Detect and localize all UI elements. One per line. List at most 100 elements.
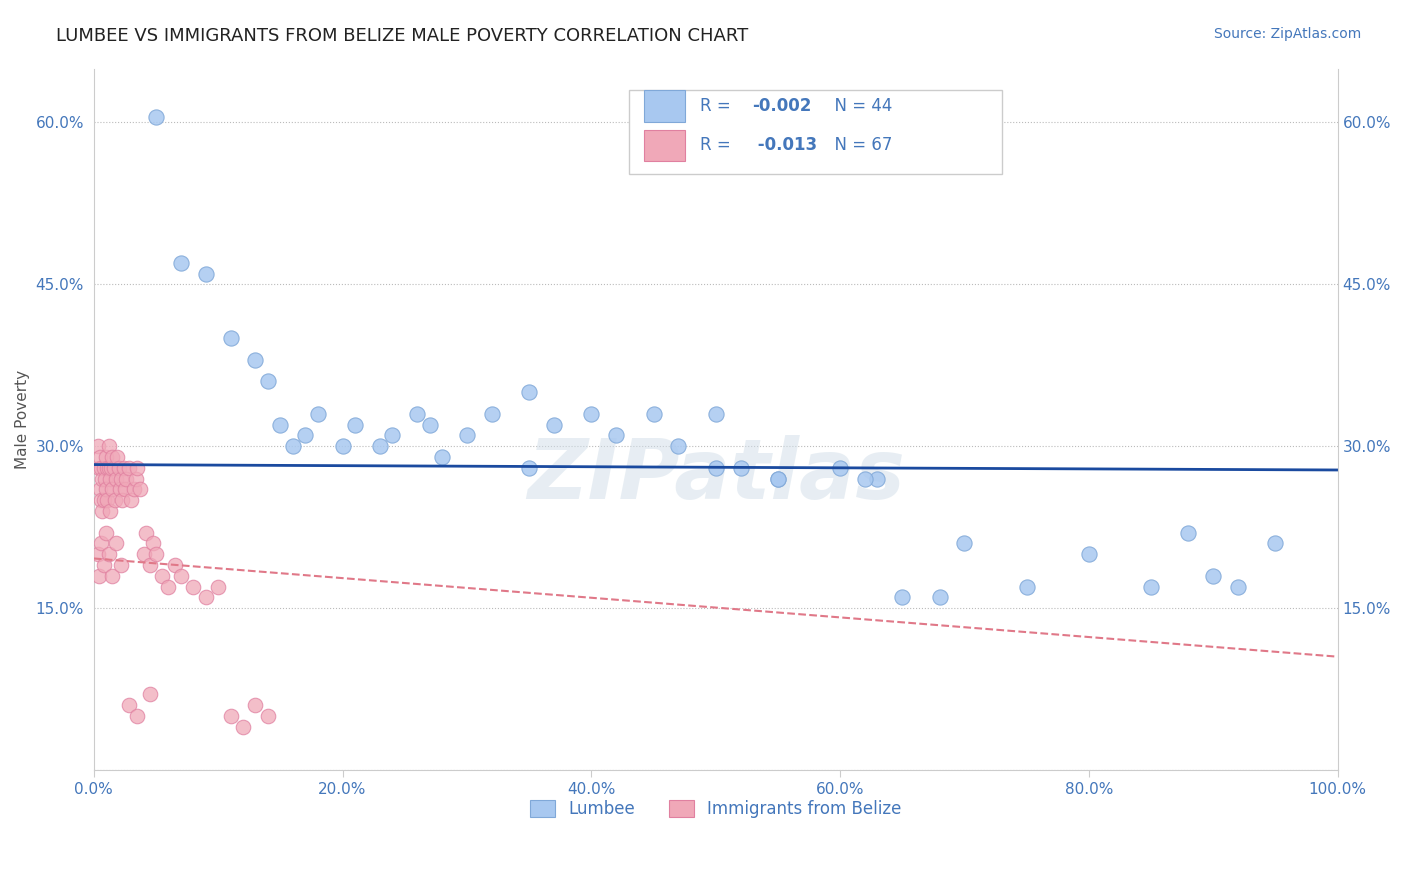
Point xyxy=(101,483,124,497)
Point xyxy=(257,375,280,389)
Point xyxy=(481,407,503,421)
Point xyxy=(1264,536,1286,550)
Point xyxy=(1140,580,1163,594)
Text: Source: ZipAtlas.com: Source: ZipAtlas.com xyxy=(1213,27,1361,41)
Point xyxy=(928,591,950,605)
Point xyxy=(139,558,162,572)
Point xyxy=(766,472,789,486)
Point xyxy=(853,472,876,486)
Point xyxy=(1227,580,1250,594)
Point xyxy=(128,483,150,497)
Point xyxy=(90,493,112,508)
Point xyxy=(150,568,173,582)
Text: N = 67: N = 67 xyxy=(824,136,893,154)
Point xyxy=(581,407,603,421)
Point xyxy=(127,709,149,723)
Point xyxy=(91,504,114,518)
Point xyxy=(105,472,128,486)
Point xyxy=(97,439,120,453)
Point xyxy=(704,460,727,475)
Point xyxy=(145,110,167,124)
Point xyxy=(332,439,354,453)
Point xyxy=(1177,525,1199,540)
Point xyxy=(96,483,118,497)
Point xyxy=(110,472,132,486)
Text: -0.002: -0.002 xyxy=(752,96,811,115)
Point xyxy=(112,460,135,475)
Point xyxy=(117,460,139,475)
Point xyxy=(219,709,242,723)
Point xyxy=(108,483,131,497)
Point xyxy=(97,460,120,475)
Point xyxy=(866,472,889,486)
Point xyxy=(953,536,976,550)
Point xyxy=(101,450,124,464)
Point xyxy=(307,407,329,421)
Point xyxy=(419,417,441,432)
Point xyxy=(97,547,120,561)
Point xyxy=(87,568,110,582)
Point xyxy=(170,568,193,582)
Point xyxy=(194,267,217,281)
Point xyxy=(406,407,429,421)
Point xyxy=(1202,568,1225,582)
Point xyxy=(94,472,117,486)
Point xyxy=(93,558,115,572)
Point xyxy=(132,547,155,561)
Text: R =: R = xyxy=(700,136,735,154)
Point xyxy=(107,450,129,464)
Point xyxy=(517,385,540,400)
Text: N = 44: N = 44 xyxy=(824,96,893,115)
Point xyxy=(111,493,134,508)
Point xyxy=(163,558,186,572)
FancyBboxPatch shape xyxy=(644,90,685,121)
Point xyxy=(145,547,167,561)
Point xyxy=(1015,580,1038,594)
Point xyxy=(93,493,115,508)
Point xyxy=(101,568,124,582)
Point xyxy=(127,460,149,475)
Point xyxy=(135,525,157,540)
Point xyxy=(269,417,291,432)
Point xyxy=(704,407,727,421)
Point xyxy=(245,352,267,367)
Point xyxy=(91,472,114,486)
Point xyxy=(232,720,254,734)
Point xyxy=(93,460,115,475)
Point xyxy=(87,460,110,475)
Legend: Lumbee, Immigrants from Belize: Lumbee, Immigrants from Belize xyxy=(523,793,908,825)
Point xyxy=(115,472,138,486)
Point xyxy=(257,709,280,723)
Point xyxy=(90,460,112,475)
Point xyxy=(142,536,165,550)
Point xyxy=(1077,547,1099,561)
Point xyxy=(100,460,122,475)
Point xyxy=(139,688,162,702)
Point xyxy=(86,547,108,561)
Point xyxy=(107,460,129,475)
Text: LUMBEE VS IMMIGRANTS FROM BELIZE MALE POVERTY CORRELATION CHART: LUMBEE VS IMMIGRANTS FROM BELIZE MALE PO… xyxy=(56,27,748,45)
Text: -0.013: -0.013 xyxy=(752,136,817,154)
Point xyxy=(103,460,125,475)
Point xyxy=(343,417,366,432)
Point xyxy=(543,417,565,432)
FancyBboxPatch shape xyxy=(628,89,1002,174)
Point xyxy=(207,580,229,594)
FancyBboxPatch shape xyxy=(644,129,685,161)
Point xyxy=(117,698,139,713)
Point xyxy=(643,407,665,421)
Point xyxy=(245,698,267,713)
Point xyxy=(294,428,316,442)
Point xyxy=(86,439,108,453)
Point xyxy=(90,536,112,550)
Point xyxy=(456,428,478,442)
Point xyxy=(157,580,180,594)
Point xyxy=(730,460,752,475)
Point xyxy=(517,460,540,475)
Y-axis label: Male Poverty: Male Poverty xyxy=(15,369,30,469)
Point xyxy=(430,450,453,464)
Point xyxy=(194,591,217,605)
Point xyxy=(110,558,132,572)
Point xyxy=(114,483,136,497)
Point xyxy=(96,450,118,464)
